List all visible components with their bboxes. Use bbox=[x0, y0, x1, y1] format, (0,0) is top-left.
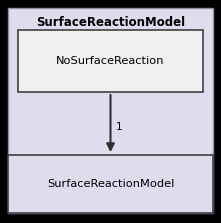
Text: NoSurfaceReaction: NoSurfaceReaction bbox=[56, 56, 165, 66]
Bar bbox=[8, 155, 213, 213]
Text: 1: 1 bbox=[116, 122, 122, 132]
Text: SurfaceReactionModel: SurfaceReactionModel bbox=[47, 179, 174, 189]
Text: SurfaceReactionModel: SurfaceReactionModel bbox=[36, 16, 185, 29]
Bar bbox=[18, 30, 203, 92]
